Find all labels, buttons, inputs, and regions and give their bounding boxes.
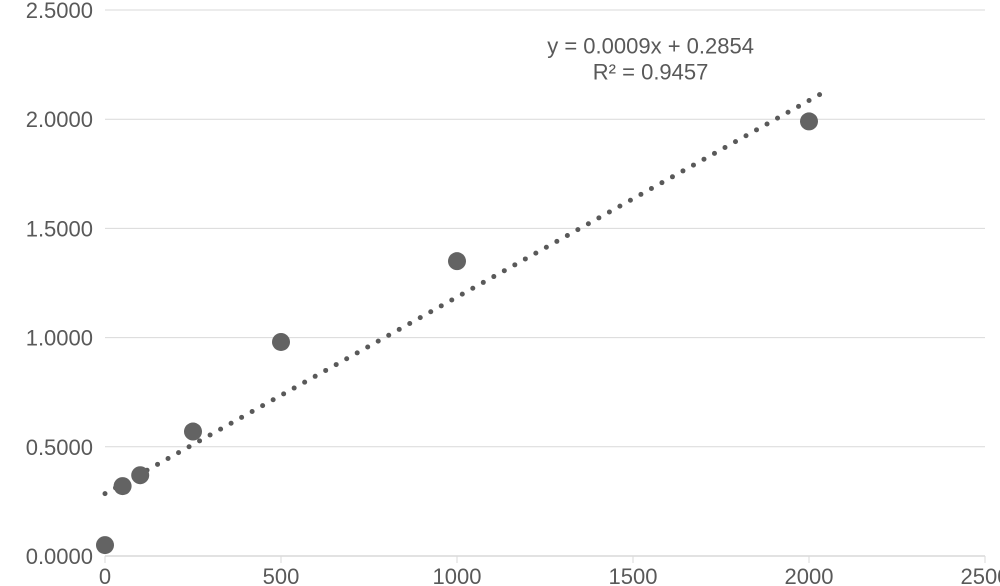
y-tick-label: 1.0000	[26, 326, 93, 351]
trendline-equation: y = 0.0009x + 0.2854	[547, 34, 754, 59]
data-point	[114, 477, 132, 495]
data-point	[131, 466, 149, 484]
x-tick-label: 0	[99, 564, 111, 586]
y-tick-label: 2.0000	[26, 107, 93, 132]
data-point	[800, 112, 818, 130]
y-tick-label: 0.5000	[26, 435, 93, 460]
x-tick-label: 2000	[785, 564, 834, 586]
y-tick-label: 1.5000	[26, 216, 93, 241]
data-point	[184, 423, 202, 441]
x-tick-label: 1500	[609, 564, 658, 586]
y-tick-label: 0.0000	[26, 544, 93, 569]
chart-svg: 0.0000 0.5000 1.0000 1.5000 2.0000 2.5000 0 500…	[0, 0, 1000, 586]
x-tick-label: 2500	[961, 564, 1000, 586]
x-tick-label: 500	[263, 564, 300, 586]
y-tick-label: 2.5000	[26, 0, 93, 23]
data-point	[448, 252, 466, 270]
data-point	[96, 536, 114, 554]
trendline-r2: R² = 0.9457	[593, 60, 709, 85]
data-point	[272, 333, 290, 351]
scatter-chart: 0.0000 0.5000 1.0000 1.5000 2.0000 2.5000 0 500…	[0, 0, 1000, 586]
x-tick-label: 1000	[433, 564, 482, 586]
